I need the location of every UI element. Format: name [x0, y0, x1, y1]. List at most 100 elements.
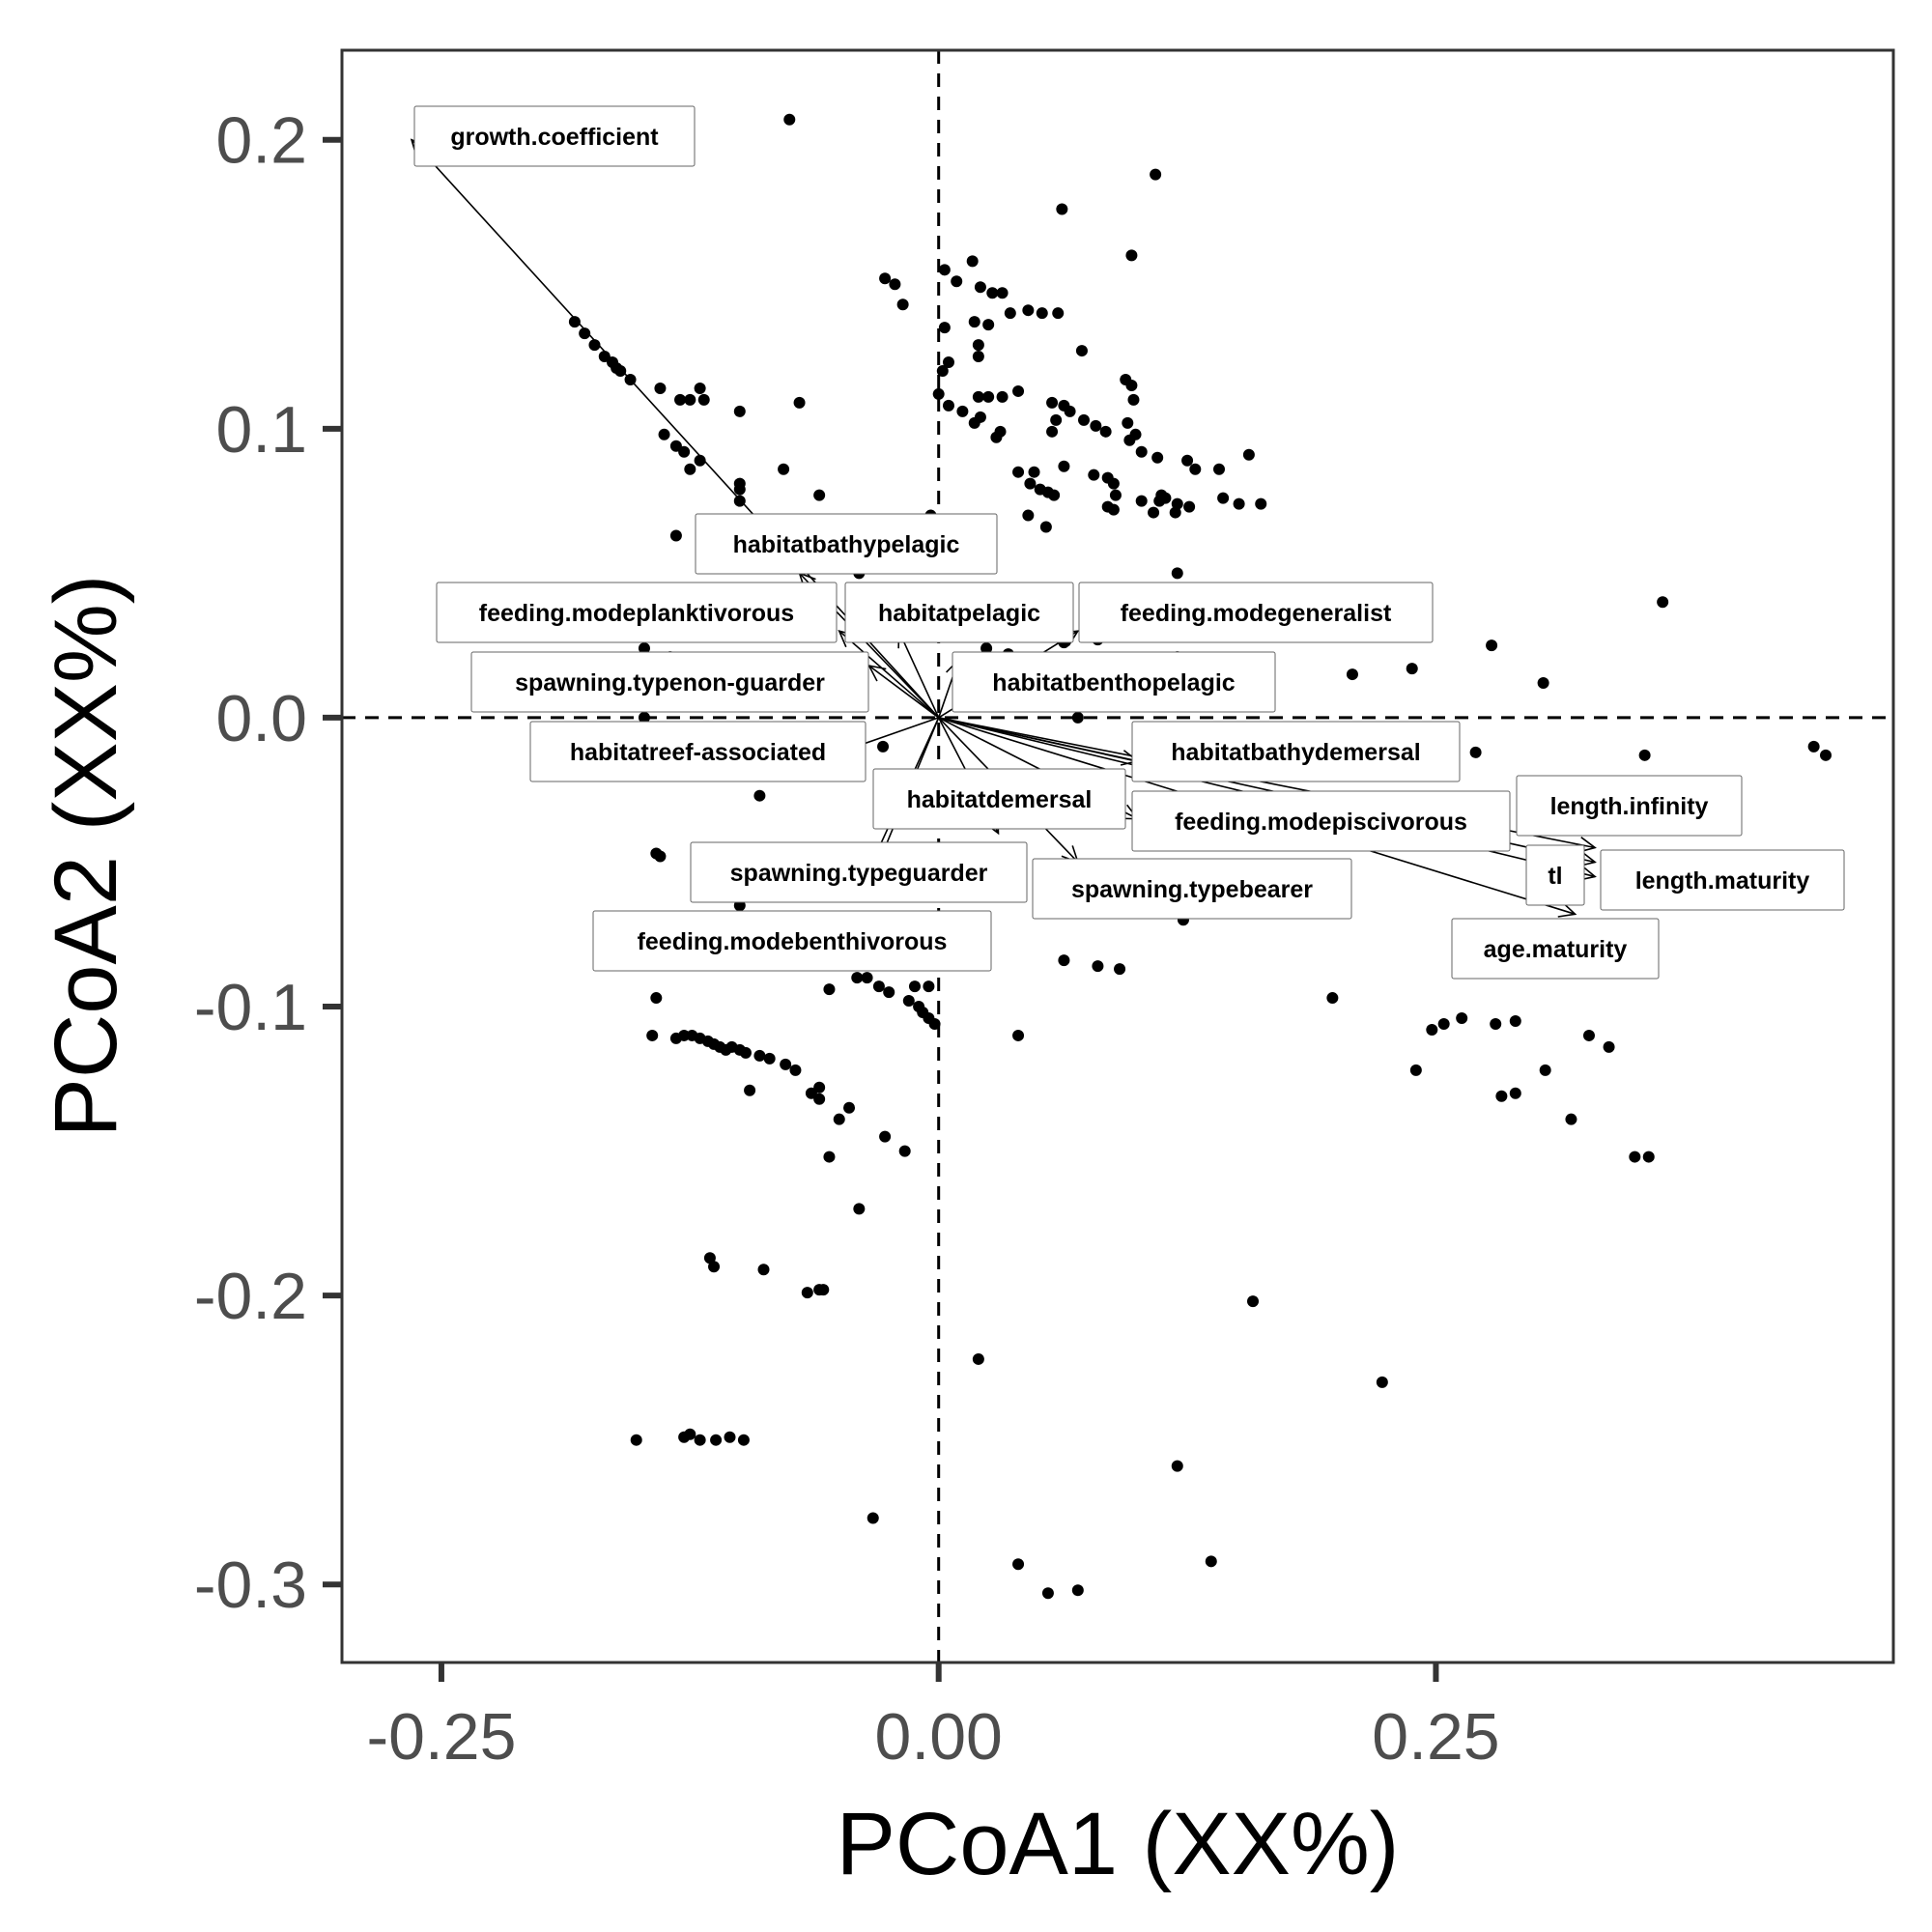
data-point: [1077, 413, 1090, 426]
data-point: [1537, 677, 1549, 690]
data-point: [733, 405, 746, 417]
data-point: [833, 1113, 845, 1125]
biplot-label-box: [1525, 844, 1585, 906]
data-point: [1022, 509, 1035, 522]
data-point: [579, 327, 591, 340]
data-point: [982, 390, 995, 403]
data-point: [678, 445, 691, 458]
data-point: [805, 1087, 817, 1099]
biplot-label: habitatbathypelagic: [695, 513, 998, 575]
data-point: [1039, 521, 1052, 533]
biplot-label-text: habitatreef-associated: [570, 739, 826, 766]
biplot-label: length.maturity: [1600, 849, 1845, 911]
data-point: [1819, 749, 1832, 761]
data-point: [1028, 466, 1040, 478]
data-point: [889, 278, 901, 291]
biplot-label: spawning.typenon-guarder: [470, 651, 869, 713]
data-point: [697, 393, 710, 406]
data-point: [1490, 1017, 1502, 1030]
biplot-label-text: growth.coefficient: [450, 124, 659, 151]
data-point: [813, 489, 826, 501]
data-point: [753, 1049, 766, 1062]
biplot-label-text: habitatpelagic: [878, 600, 1040, 627]
data-point: [1171, 567, 1183, 580]
data-point: [996, 287, 1009, 299]
data-point: [1217, 492, 1230, 504]
x-tick-label: 0.25: [1372, 1700, 1499, 1774]
data-point: [674, 393, 687, 406]
data-point: [1495, 1090, 1508, 1102]
data-point: [877, 740, 890, 753]
data-point: [1088, 469, 1100, 481]
data-point: [669, 440, 682, 452]
data-point: [778, 463, 790, 475]
y-tick-label: -0.3: [194, 1548, 307, 1622]
biplot-label-text: length.infinity: [1550, 793, 1709, 820]
biplot-label-box: [690, 841, 1028, 903]
reference-lines: [342, 50, 1893, 1662]
data-point: [1509, 1087, 1521, 1099]
data-point: [1151, 451, 1164, 464]
data-point: [783, 113, 796, 126]
biplot-label: spawning.typeguarder: [690, 841, 1028, 903]
data-point: [1437, 1017, 1450, 1030]
data-point: [1469, 746, 1482, 758]
vector-arrowhead: [867, 664, 887, 682]
data-point: [1123, 434, 1136, 446]
y-tick-label: 0.1: [215, 393, 307, 467]
data-point: [568, 316, 581, 328]
data-point: [588, 339, 601, 352]
data-point: [630, 1434, 642, 1446]
biplot-label-text: spawning.typeguarder: [730, 860, 988, 887]
data-point: [1012, 384, 1025, 397]
biplot-label-box: [436, 582, 838, 643]
biplot-label: tl: [1525, 844, 1585, 906]
data-point: [757, 1264, 770, 1276]
data-point: [1376, 1376, 1388, 1388]
data-point: [1135, 445, 1148, 458]
data-point: [1004, 307, 1016, 320]
x-tick-label: -0.25: [366, 1700, 516, 1774]
data-point: [1064, 405, 1076, 417]
biplot-label: length.infinity: [1516, 775, 1743, 837]
biplot-label-box: [1600, 849, 1845, 911]
data-point: [1456, 1011, 1468, 1024]
biplot-label: feeding.modegeneralist: [1078, 582, 1434, 643]
axes: -0.25 0.00 0.25 0.2 0.1 0.0 -0.1 -0.2 -0.3: [194, 104, 1500, 1774]
data-point: [1486, 639, 1498, 652]
data-point: [872, 980, 885, 993]
data-point: [1107, 477, 1120, 490]
data-point: [972, 351, 984, 363]
data-point: [1107, 503, 1120, 516]
data-point: [744, 1084, 756, 1096]
data-point: [780, 1058, 792, 1070]
vector-arrow: [868, 665, 940, 719]
data-point: [1406, 663, 1418, 675]
data-point: [942, 399, 954, 412]
biplot-label-text: feeding.modepiscivorous: [1175, 809, 1467, 836]
data-point: [990, 431, 1003, 443]
data-point: [1052, 307, 1065, 320]
data-point: [966, 255, 979, 268]
data-point: [972, 390, 984, 403]
data-point: [823, 983, 836, 996]
data-point: [1109, 489, 1122, 501]
data-point: [1012, 466, 1025, 478]
data-point: [694, 454, 706, 467]
biplot-label-text: feeding.modegeneralist: [1121, 600, 1392, 627]
data-point: [1058, 954, 1070, 967]
data-point: [996, 390, 1009, 403]
data-point: [694, 382, 706, 394]
data-point: [1189, 463, 1202, 475]
data-point: [1125, 379, 1138, 391]
vector-arrowhead: [1557, 901, 1577, 918]
biplot-label-box: [1131, 790, 1511, 852]
data-point: [638, 711, 650, 724]
data-point: [1135, 495, 1148, 507]
data-point: [1213, 463, 1226, 475]
data-point: [879, 1130, 892, 1143]
data-point: [1629, 1151, 1641, 1163]
data-point: [710, 1434, 723, 1446]
data-point: [972, 1352, 984, 1365]
